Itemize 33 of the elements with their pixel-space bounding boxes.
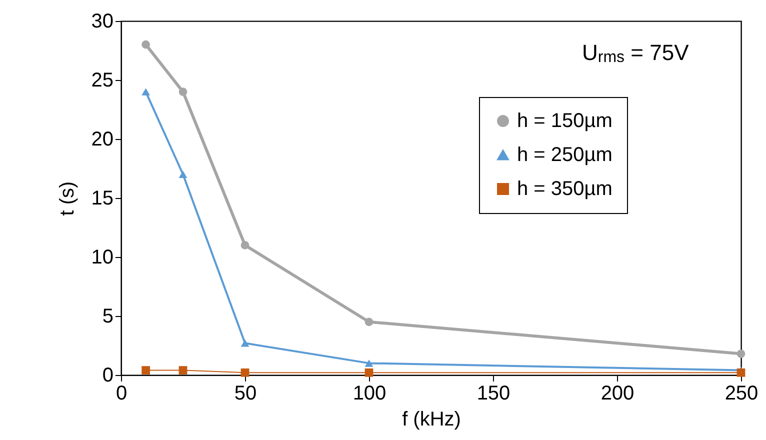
x-axis-title: f (kHz)	[402, 408, 461, 430]
x-tick-label: 250	[724, 382, 758, 404]
x-tick-label: 100	[352, 382, 386, 404]
y-tick-label: 10	[91, 246, 114, 268]
point	[364, 318, 374, 326]
point	[736, 350, 746, 358]
annotation: U$_{rms}$ = 75V	[582, 40, 689, 67]
y-axis-title: t (s)	[56, 181, 78, 216]
x-tick-label: 50	[234, 382, 257, 404]
point	[240, 340, 250, 347]
y-tick-label: 5	[102, 306, 114, 328]
point	[178, 88, 188, 96]
x-tick-label: 0	[116, 382, 128, 404]
y-tick-label: 25	[91, 70, 114, 92]
y-tick-label: 15	[91, 188, 114, 210]
x-tick-label: 150	[476, 382, 510, 404]
legend-label: h = 150µm	[517, 110, 612, 132]
point	[736, 368, 746, 377]
point	[142, 40, 150, 49]
point	[178, 170, 188, 178]
point	[142, 88, 150, 96]
point	[364, 360, 374, 367]
x-tick-label: 200	[600, 382, 634, 404]
legend-label: h = 250µm	[517, 144, 612, 166]
point	[364, 368, 374, 377]
point	[240, 368, 250, 377]
legend-label: h = 350µm	[517, 178, 612, 200]
point	[178, 366, 188, 374]
point	[142, 366, 150, 374]
y-tick-label: 30	[91, 10, 114, 32]
y-tick-label: 20	[91, 128, 114, 150]
point	[240, 241, 250, 250]
y-tick-label: 0	[102, 364, 114, 386]
